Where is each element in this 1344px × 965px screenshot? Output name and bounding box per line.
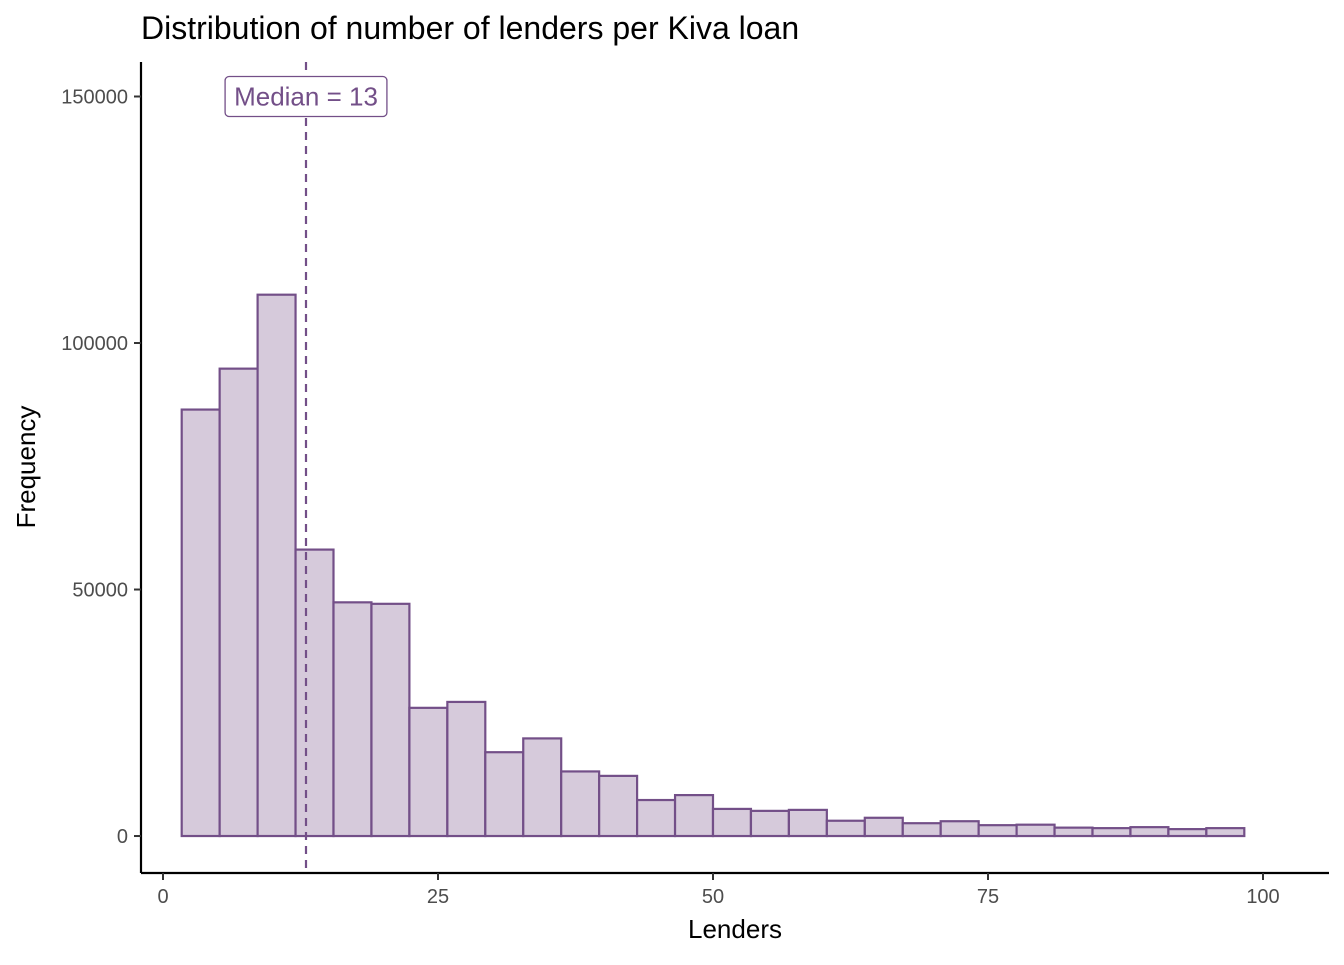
histogram-bar-10 bbox=[560, 770, 601, 838]
histogram-bar-21 bbox=[977, 824, 1018, 838]
x-tick-label-1: 25 bbox=[427, 886, 449, 908]
median-label: Median = 13 bbox=[234, 82, 378, 112]
histogram-bar-15 bbox=[749, 809, 791, 838]
histogram-bar-9 bbox=[522, 737, 563, 838]
histogram-bar-1 bbox=[218, 367, 259, 838]
histogram-bar-0 bbox=[180, 408, 221, 838]
histogram-bar-20 bbox=[939, 820, 980, 838]
histogram-bar-14 bbox=[711, 807, 753, 838]
histogram-bar-2 bbox=[256, 293, 297, 838]
x-axis-title: Lenders bbox=[688, 914, 782, 944]
histogram-bar-7 bbox=[446, 700, 487, 838]
histogram-bar-11 bbox=[598, 774, 639, 838]
bars-layer bbox=[180, 293, 1246, 838]
histogram-bar-24 bbox=[1091, 827, 1132, 838]
histogram-bar-5 bbox=[370, 602, 411, 838]
y-tick-label-2: 100000 bbox=[61, 333, 128, 355]
axes-layer: 0 25 50 75 100 0 50000 100000 150000 bbox=[61, 62, 1329, 908]
histogram-bar-18 bbox=[863, 816, 904, 838]
x-tick-label-4: 100 bbox=[1246, 886, 1279, 908]
histogram-bar-13 bbox=[673, 793, 715, 838]
y-tick-label-0: 0 bbox=[117, 826, 128, 848]
histogram-bar-8 bbox=[484, 751, 525, 838]
histogram-bar-12 bbox=[635, 798, 677, 838]
histogram-bar-4 bbox=[332, 601, 373, 838]
median-label-box bbox=[224, 75, 388, 118]
histogram-bar-16 bbox=[787, 808, 828, 838]
histogram-bar-17 bbox=[825, 819, 866, 838]
y-tick-label-1: 50000 bbox=[72, 580, 128, 602]
x-tick-label-2: 50 bbox=[702, 886, 724, 908]
histogram-bar-19 bbox=[901, 822, 942, 838]
median-layer: Median = 13 bbox=[224, 62, 388, 873]
y-axis-title: Frequency bbox=[11, 406, 41, 529]
histogram-bar-23 bbox=[1053, 826, 1094, 838]
y-tick-label-3: 150000 bbox=[61, 87, 128, 109]
histogram-bar-22 bbox=[1015, 823, 1056, 838]
histogram-bar-27 bbox=[1205, 827, 1246, 838]
x-tick-label-3: 75 bbox=[977, 886, 999, 908]
histogram-bar-3 bbox=[294, 548, 335, 838]
x-tick-label-0: 0 bbox=[157, 886, 168, 908]
histogram-bar-26 bbox=[1167, 828, 1208, 838]
histogram-bar-6 bbox=[408, 706, 449, 838]
chart-title: Distribution of number of lenders per Ki… bbox=[141, 10, 799, 46]
histogram-bar-25 bbox=[1129, 826, 1170, 838]
